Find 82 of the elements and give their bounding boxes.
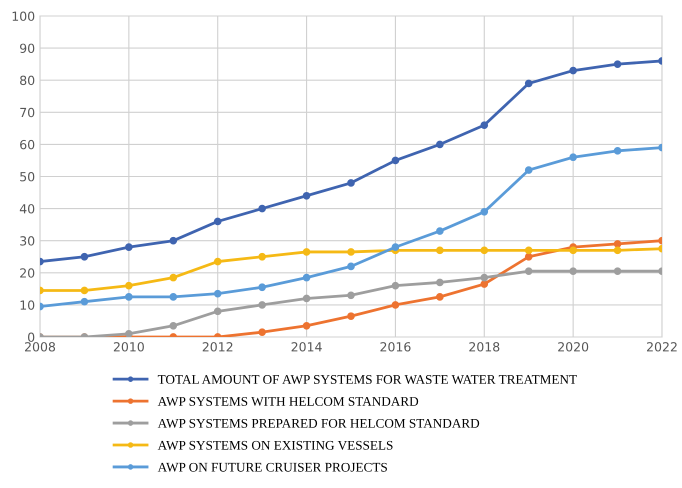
- y-tick-label: 60: [20, 140, 34, 150]
- point: [258, 301, 266, 309]
- legend-label: AWP SYSTEMS WITH HELCOM STANDARD: [158, 396, 418, 406]
- y-tick-label: 30: [20, 236, 34, 246]
- point: [80, 286, 88, 294]
- point: [347, 291, 355, 300]
- point: [524, 252, 533, 261]
- point: [480, 274, 488, 282]
- legend-label: AWP SYSTEMS PREPARED FOR HELCOM STANDARD: [158, 418, 480, 428]
- y-tick-label: 70: [20, 108, 34, 118]
- x-tick-label: 2018: [469, 342, 500, 352]
- point: [302, 294, 310, 302]
- point: [80, 252, 88, 261]
- point: [392, 243, 400, 251]
- point: [614, 246, 622, 254]
- point: [480, 121, 488, 129]
- x-tick-label: 2022: [647, 342, 677, 352]
- point: [392, 282, 400, 290]
- point: [214, 290, 222, 298]
- point: [347, 262, 355, 270]
- point: [302, 192, 310, 200]
- legend-label: AWP SYSTEMS ON EXISTING VESSELS: [158, 440, 393, 450]
- point: [258, 252, 266, 261]
- point: [436, 227, 444, 235]
- point: [524, 166, 533, 174]
- point: [480, 280, 488, 288]
- point: [614, 267, 622, 276]
- point: [614, 147, 622, 155]
- y-tick-label: 80: [20, 76, 34, 86]
- point: [436, 293, 444, 301]
- y-tick-label: 20: [20, 268, 34, 278]
- point: [125, 293, 133, 301]
- point: [125, 243, 133, 251]
- point: [125, 282, 133, 290]
- point: [569, 246, 577, 254]
- x-tick-label: 2016: [380, 342, 411, 352]
- point: [258, 283, 266, 292]
- point: [436, 140, 444, 148]
- y-tick-label: 40: [20, 204, 34, 214]
- point: [214, 258, 222, 266]
- point: [347, 248, 355, 256]
- point: [480, 246, 488, 254]
- y-tick-label: 50: [20, 172, 34, 182]
- point: [436, 278, 444, 286]
- point: [392, 156, 400, 164]
- x-tick-label: 2008: [25, 342, 56, 352]
- y-tick-label: 90: [20, 44, 34, 54]
- point: [392, 301, 400, 309]
- point: [302, 248, 310, 256]
- legend-label: AWP ON FUTURE CRUISER PROJECTS: [158, 462, 387, 472]
- point: [302, 274, 310, 282]
- point: [80, 298, 88, 306]
- point: [169, 322, 178, 330]
- point: [302, 322, 310, 330]
- point: [169, 236, 178, 245]
- legend-label: TOTAL AMOUNT OF AWP SYSTEMS FOR WASTE WATER TREATMENT: [158, 375, 577, 384]
- point: [569, 267, 577, 276]
- point: [258, 328, 266, 336]
- point: [347, 312, 355, 320]
- point: [480, 208, 488, 216]
- point: [524, 246, 533, 254]
- x-tick-label: 2020: [558, 342, 588, 352]
- y-tick-label: 0: [28, 332, 34, 342]
- point: [258, 204, 266, 212]
- x-tick-label: 2012: [202, 342, 232, 352]
- point: [614, 60, 622, 68]
- point: [347, 179, 355, 187]
- point: [169, 274, 178, 282]
- point: [524, 267, 533, 276]
- y-tick-label: 10: [20, 300, 34, 310]
- point: [569, 153, 577, 162]
- point: [569, 66, 577, 74]
- y-tick-label: 100: [12, 11, 34, 21]
- point: [214, 308, 222, 316]
- point: [614, 240, 622, 248]
- point: [214, 218, 222, 226]
- point: [169, 293, 178, 301]
- point: [436, 246, 444, 254]
- point: [524, 80, 533, 88]
- x-tick-label: 2010: [114, 342, 144, 352]
- point: [125, 330, 133, 337]
- x-tick-label: 2014: [292, 342, 322, 352]
